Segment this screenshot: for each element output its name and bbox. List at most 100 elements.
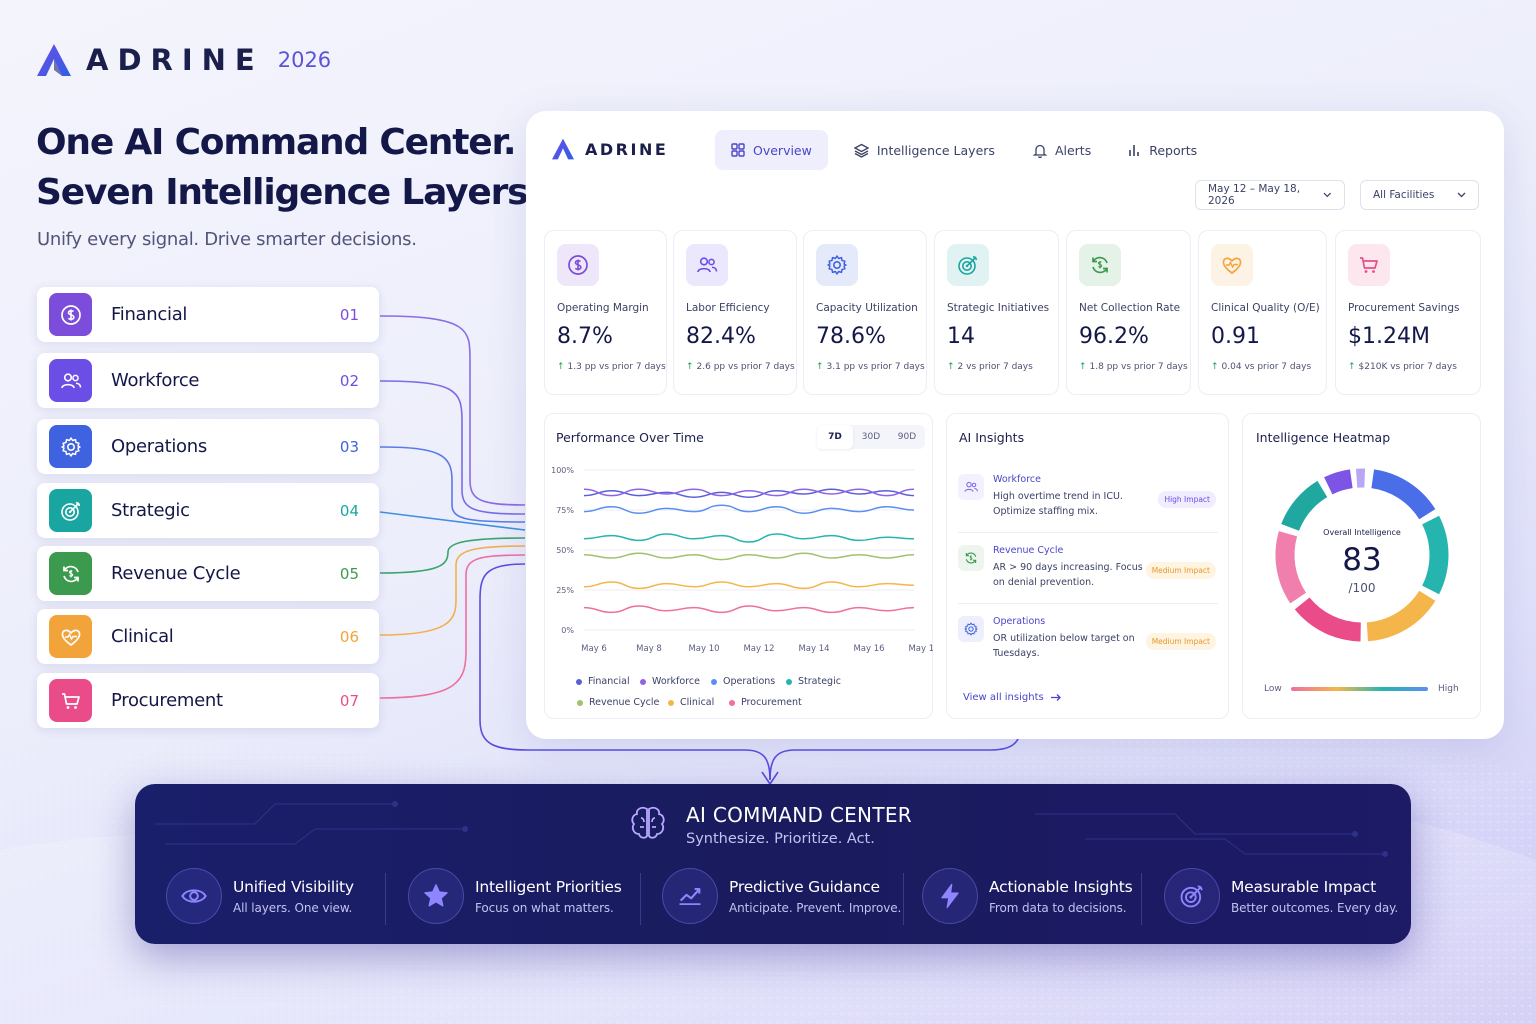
legend-dot [711, 678, 717, 685]
performance-title: Performance Over Time [556, 430, 704, 445]
feature-desc: All layers. One view. [233, 900, 353, 915]
tab-alerts[interactable]: Alerts [1017, 130, 1107, 170]
feature-desc: Anticipate. Prevent. Improve. [729, 900, 902, 915]
divider [1141, 873, 1142, 925]
donut-segment [1275, 531, 1307, 604]
layer-icon-tile [49, 359, 92, 402]
view-all-insights-link[interactable]: View all insights [963, 692, 1062, 703]
layer-label: Operations [111, 436, 207, 457]
range-90d[interactable]: 90D [897, 432, 917, 442]
layer-item-revenue-cycle[interactable]: Revenue Cycle 05 [37, 546, 379, 601]
layer-number: 06 [339, 627, 359, 646]
donut-segment [1324, 469, 1353, 495]
kpi-card-clinical-quality-o-e[interactable]: Clinical Quality (O/E) 0.91 ↑ 0.04 vs pri… [1198, 230, 1327, 395]
legend-item: Operations [711, 676, 775, 687]
insight-item[interactable]: Operations OR utilization below target o… [958, 616, 1220, 676]
arrow-up-icon: ↑ [816, 362, 824, 372]
kpi-icon-tile [816, 244, 858, 286]
layer-item-financial[interactable]: Financial 01 [37, 287, 379, 342]
gear-icon [827, 255, 847, 275]
feature-icon-circle [1164, 868, 1220, 924]
kpi-card-labor-efficiency[interactable]: Labor Efficiency 82.4% ↑ 2.6 pp vs prior … [673, 230, 797, 395]
series-line-clinical [583, 581, 915, 590]
arrow-up-icon: ↑ [557, 362, 565, 372]
brand-name: ADRINE [86, 43, 264, 77]
arrow-right-icon [1050, 694, 1061, 701]
dollar-icon [568, 255, 588, 275]
bolt-icon [941, 883, 959, 909]
trend-icon [679, 887, 701, 906]
dashboard-brand-name: ADRINE [585, 139, 669, 159]
intelligence-score: 83 [1342, 542, 1382, 578]
kpi-delta: ↑ 0.04 vs prior 7 days [1211, 362, 1312, 372]
kpi-card-capacity-utilization[interactable]: Capacity Utilization 78.6% ↑ 3.1 pp vs pr… [803, 230, 927, 395]
insight-icon-tile [958, 616, 984, 642]
layer-item-operations[interactable]: Operations 03 [37, 419, 379, 474]
feature-title: Measurable Impact [1231, 877, 1376, 896]
layer-icon-tile [49, 679, 92, 722]
scale-high-label: High [1438, 684, 1459, 694]
brand-year: 2026 [277, 48, 332, 72]
kpi-card-strategic-initiatives[interactable]: Strategic Initiatives 14 ↑ 2 vs prior 7 d… [934, 230, 1059, 395]
x-tick-label: May 14 [798, 644, 829, 654]
dashboard-nav: Overview Intelligence Layers Alerts Repo… [715, 130, 1213, 170]
people-icon [964, 481, 978, 492]
series-line-financial [583, 488, 915, 498]
insight-item[interactable]: Revenue Cycle AR > 90 days increasing. F… [958, 545, 1220, 605]
series-line-procurement [583, 605, 915, 614]
x-tick-label: May 12 [743, 644, 774, 654]
date-range-select[interactable]: May 12 – May 18, 2026 [1195, 180, 1345, 210]
legend-dot [729, 699, 735, 706]
facility-select[interactable]: All Facilities [1360, 180, 1479, 210]
divider [958, 532, 1218, 533]
range-30d[interactable]: 30D [861, 432, 881, 442]
eye-icon [181, 889, 207, 903]
chevron-down-icon [1457, 192, 1466, 198]
kpi-card-procurement-savings[interactable]: Procurement Savings $1.24M ↑ $210K vs pri… [1335, 230, 1481, 395]
x-tick-label: May 10 [688, 644, 719, 654]
layer-icon-tile [49, 489, 92, 532]
bell-icon [1032, 144, 1047, 158]
layer-number: 05 [339, 564, 359, 583]
grid-icon [731, 143, 745, 157]
donut-segment [1421, 515, 1449, 595]
dollar-icon [60, 304, 81, 325]
hero-subtitle: Unify every signal. Drive smarter decisi… [37, 229, 417, 250]
layer-item-workforce[interactable]: Workforce 02 [37, 353, 379, 408]
y-tick-label: 100% [551, 466, 574, 475]
tab-reports[interactable]: Reports [1111, 130, 1213, 170]
insight-text: High overtime trend in ICU. Optimize sta… [993, 491, 1123, 517]
kpi-card-operating-margin[interactable]: Operating Margin 8.7% ↑ 1.3 pp vs prior 7… [544, 230, 667, 395]
layer-number: 04 [339, 501, 359, 520]
insight-layer: Revenue Cycle [993, 545, 1064, 556]
divider [903, 873, 904, 925]
chevron-down-icon [1323, 192, 1332, 198]
feature-unified-visibility: Unified Visibility All layers. One view. [166, 868, 354, 924]
y-tick-label: 75% [556, 506, 574, 515]
brain-icon [631, 806, 665, 839]
range-7d[interactable]: 7D [817, 425, 853, 449]
layer-icon-tile [49, 293, 92, 336]
kpi-icon-tile [947, 244, 989, 286]
score-out-of: /100 [1348, 581, 1376, 595]
impact-badge: High Impact [1158, 491, 1216, 508]
kpi-value: 0.91 [1211, 324, 1260, 349]
kpi-label: Operating Margin [557, 302, 649, 314]
kpi-label: Strategic Initiatives [947, 302, 1050, 314]
layer-item-procurement[interactable]: Procurement 07 [37, 673, 379, 728]
kpi-card-net-collection-rate[interactable]: Net Collection Rate 96.2% ↑ 1.8 pp vs pri… [1066, 230, 1191, 395]
layer-item-clinical[interactable]: Clinical 06 [37, 609, 379, 664]
y-tick-label: 50% [556, 546, 574, 555]
tab-overview[interactable]: Overview [715, 130, 828, 170]
x-tick-label: May 6 [581, 644, 607, 654]
legend-dot [668, 699, 674, 706]
legend-item: Procurement [729, 697, 802, 708]
cycle-icon [62, 565, 79, 582]
insight-item[interactable]: Workforce High overtime trend in ICU. Op… [958, 474, 1220, 534]
layer-label: Workforce [111, 370, 200, 391]
divider [958, 603, 1218, 604]
cart-icon [61, 692, 80, 709]
tab-intelligence-layers[interactable]: Intelligence Layers [838, 130, 1011, 170]
layer-item-strategic[interactable]: Strategic 04 [37, 483, 379, 538]
impact-badge: Medium Impact [1145, 633, 1216, 650]
